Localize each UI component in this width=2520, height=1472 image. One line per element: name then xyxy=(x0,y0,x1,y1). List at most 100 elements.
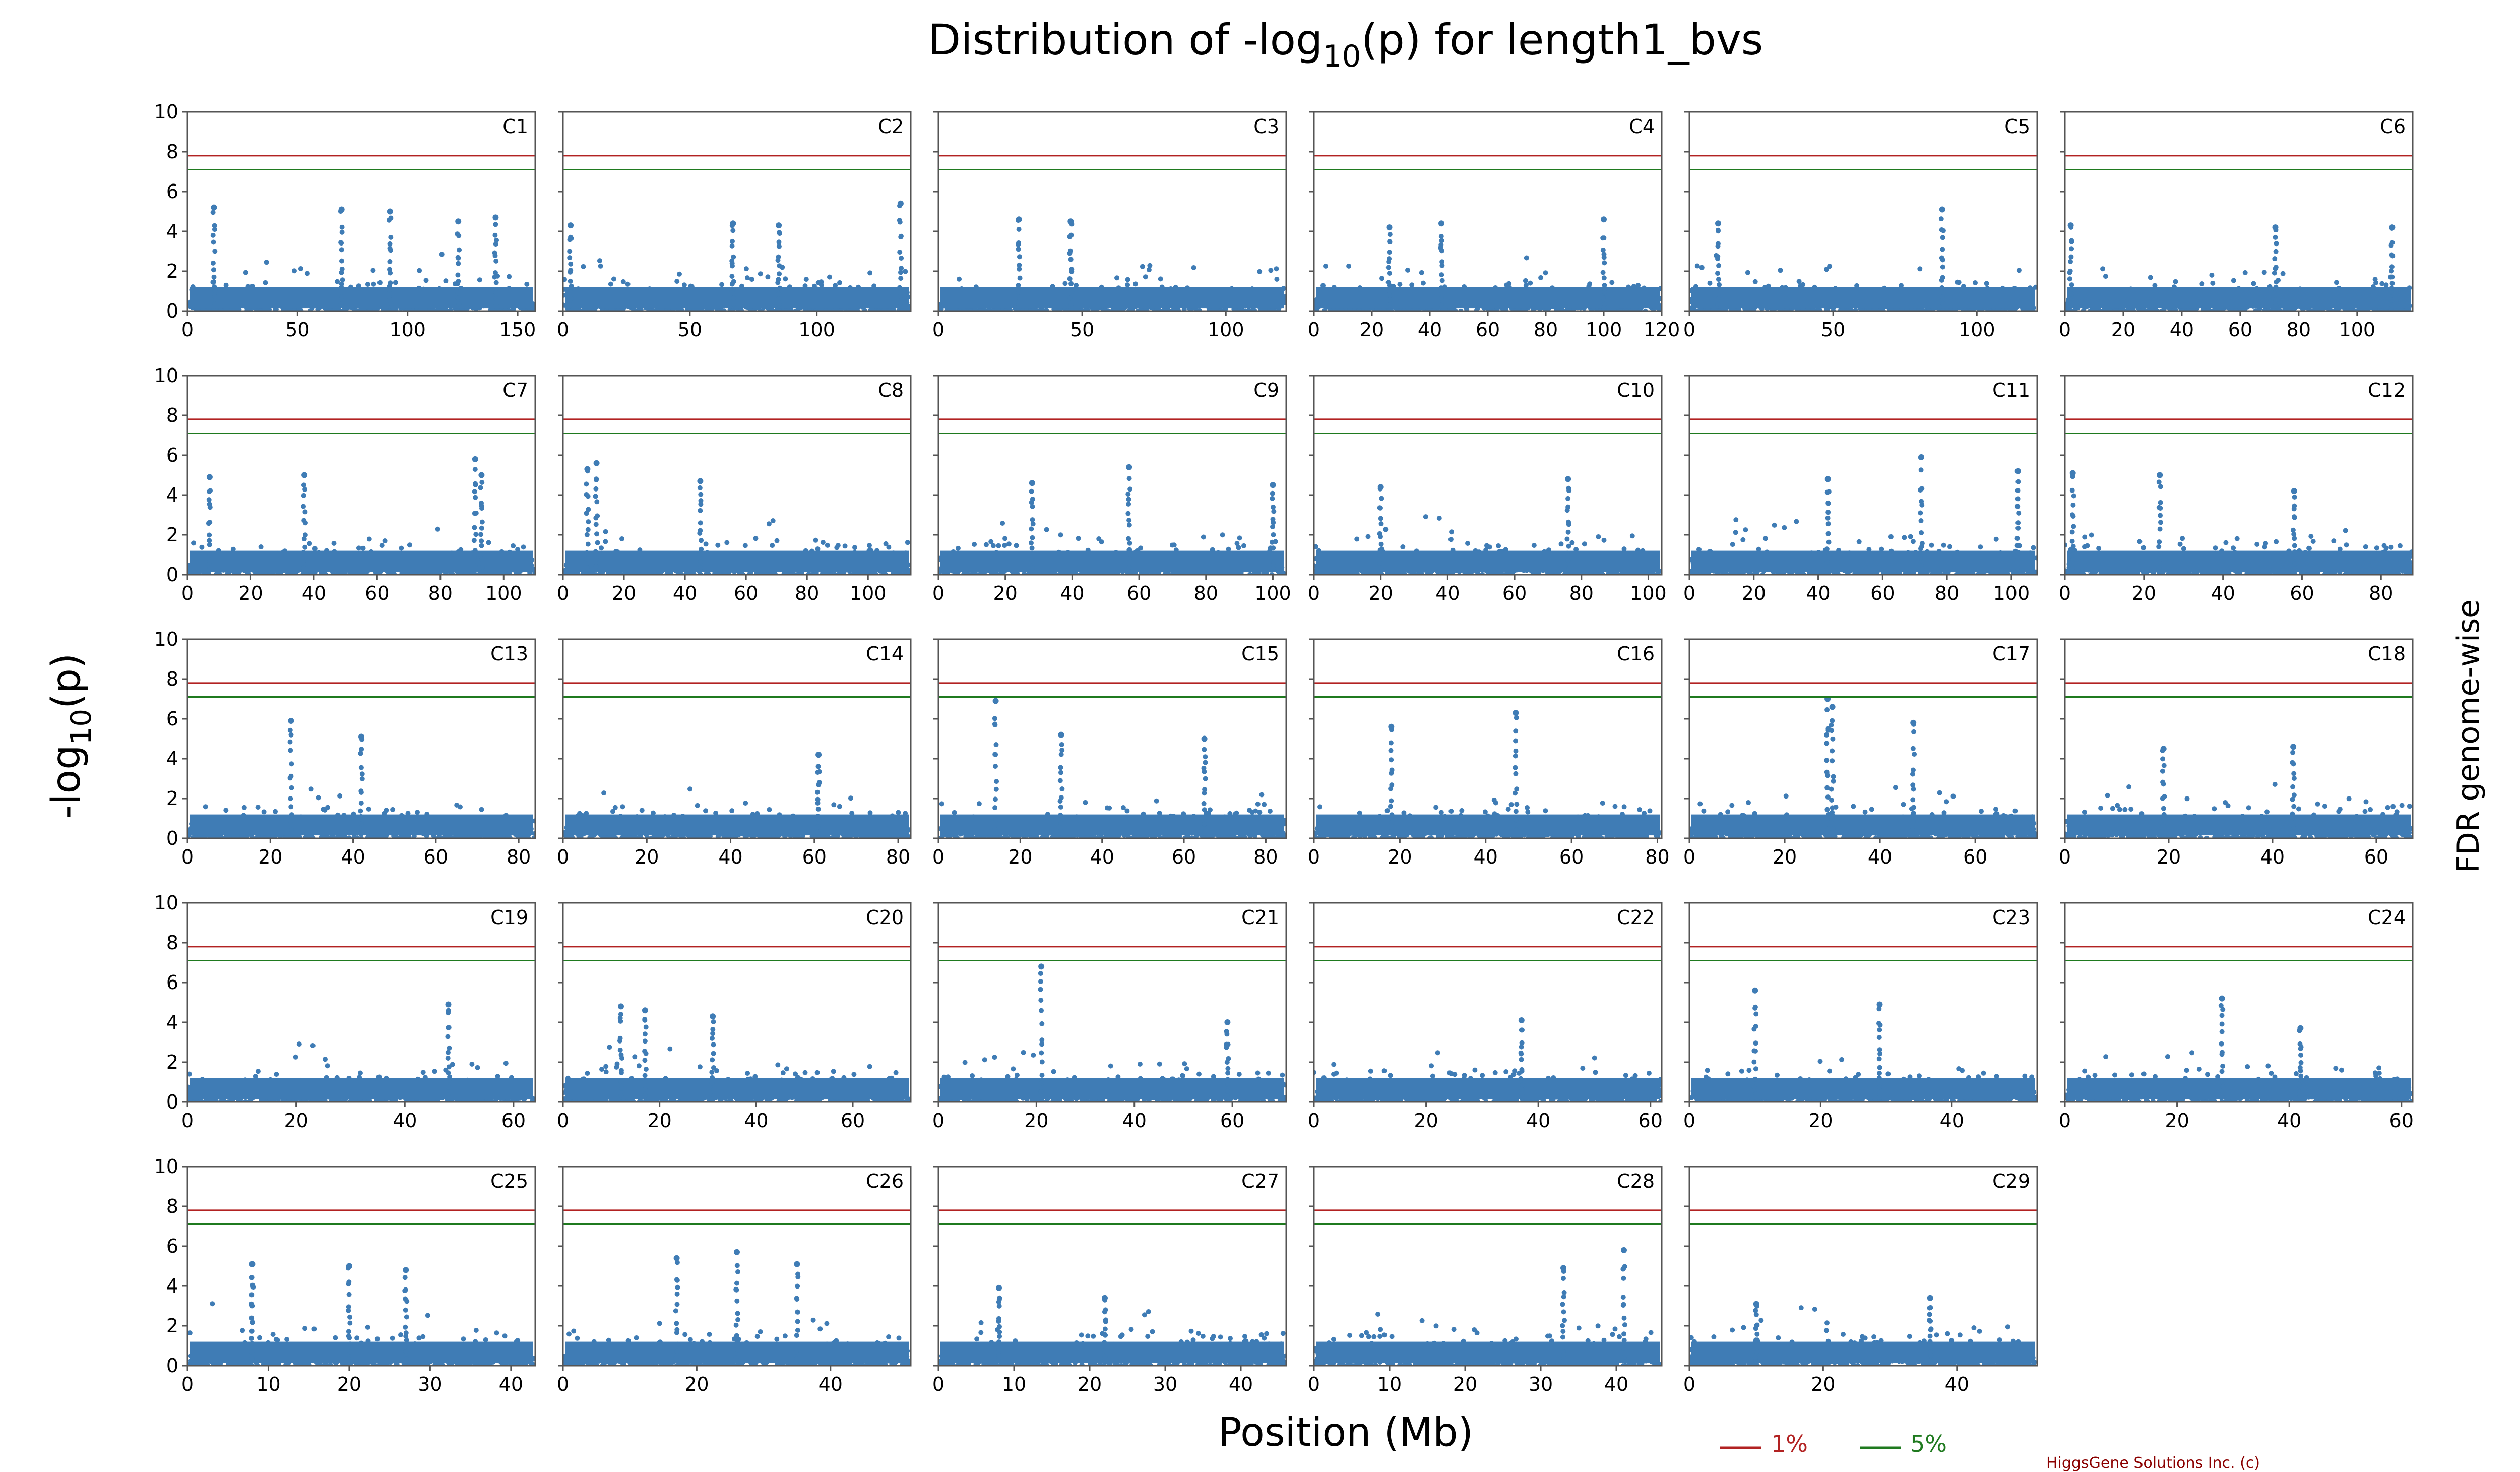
peak-point xyxy=(586,507,591,512)
x-tick-label: 0 xyxy=(181,319,194,341)
y-tick-label: 2 xyxy=(166,260,178,282)
peak-point xyxy=(387,259,392,264)
x-tick-label: 80 xyxy=(2287,319,2311,341)
data-point xyxy=(365,282,370,287)
peak-point xyxy=(776,291,781,296)
peak-point xyxy=(301,565,306,570)
data-point xyxy=(598,264,603,269)
peak-point xyxy=(494,238,499,243)
data-point xyxy=(1125,282,1130,287)
data-point xyxy=(2199,281,2204,286)
x-tick-label: 60 xyxy=(365,582,389,604)
x-tick-label: 20 xyxy=(1360,319,1384,341)
peak-point xyxy=(1601,295,1606,300)
data-point xyxy=(621,279,626,284)
dense-point-band xyxy=(1316,287,1660,308)
panel-c5: C50 50 100 xyxy=(1683,112,2038,341)
data-point xyxy=(724,540,729,545)
peak-point xyxy=(698,485,703,490)
peak-point xyxy=(455,273,460,278)
peak-top-point xyxy=(207,474,213,480)
peak-point xyxy=(898,220,903,225)
peak-point xyxy=(1387,271,1392,276)
peak-point xyxy=(898,301,903,306)
peak-point xyxy=(775,280,780,285)
peak-top-point xyxy=(1715,220,1721,226)
data-point xyxy=(1409,282,1414,287)
data-point xyxy=(2173,279,2178,284)
data-point xyxy=(749,277,754,282)
peak-point xyxy=(1602,252,1607,257)
data-point xyxy=(486,540,491,545)
data-point xyxy=(603,539,608,544)
peak-point xyxy=(699,547,704,552)
panel-label: C7 xyxy=(502,379,528,401)
data-point xyxy=(581,264,586,269)
peak-point xyxy=(480,520,485,525)
data-point xyxy=(1917,266,1922,271)
points-c6 xyxy=(2062,222,2412,314)
data-point xyxy=(843,543,848,548)
peak-point xyxy=(387,294,392,299)
panel-label: C5 xyxy=(2004,115,2030,138)
peak-point xyxy=(2069,282,2074,287)
panel-frame xyxy=(1314,112,1662,311)
data-point xyxy=(991,543,996,548)
peak-point xyxy=(1017,263,1022,268)
data-point xyxy=(1125,277,1130,282)
peak-point xyxy=(584,556,589,561)
peak-point xyxy=(1067,295,1073,300)
peak-point xyxy=(1068,281,1074,286)
peak-point xyxy=(2068,259,2073,264)
peak-point xyxy=(2274,249,2279,254)
peak-point xyxy=(207,497,212,502)
legend: 1% 5% xyxy=(1720,1430,1947,1457)
peak-point xyxy=(388,241,393,247)
data-point xyxy=(1379,276,1384,281)
peak-point xyxy=(731,302,736,307)
data-point xyxy=(1419,270,1424,275)
peak-point xyxy=(1715,271,1720,276)
peak-point xyxy=(473,564,478,569)
x-tick-label: 0 xyxy=(2059,319,2071,341)
peak-point xyxy=(699,538,704,543)
data-point xyxy=(264,260,269,265)
peak-point xyxy=(493,290,498,295)
peak-point xyxy=(2069,246,2074,251)
peak-point xyxy=(2274,285,2279,290)
dense-point-band xyxy=(565,551,909,572)
data-point xyxy=(199,545,204,550)
data-point xyxy=(1000,521,1005,526)
peak-point xyxy=(698,508,703,513)
y-tick-label: 10 xyxy=(154,364,178,387)
data-point xyxy=(1973,280,1978,285)
data-point xyxy=(1323,264,1328,269)
peak-point xyxy=(1715,254,1720,259)
peak-point xyxy=(472,555,477,560)
data-point xyxy=(367,537,372,542)
peak-point xyxy=(301,518,306,523)
peak-point xyxy=(388,216,393,221)
data-point xyxy=(2262,270,2267,275)
data-point xyxy=(1516,308,1521,313)
y-tick-label: 4 xyxy=(166,484,178,506)
peak-top-point xyxy=(211,205,217,211)
peak-point xyxy=(479,480,484,485)
peak-point xyxy=(493,259,498,264)
data-point xyxy=(765,274,770,279)
peak-point xyxy=(2068,302,2073,308)
peak-top-point xyxy=(339,207,345,213)
data-point xyxy=(1538,275,1543,280)
peak-point xyxy=(340,230,345,235)
x-tick-label: 40 xyxy=(2170,319,2194,341)
panel-label: C4 xyxy=(1629,115,1655,138)
data-point xyxy=(1524,283,1529,288)
peak-point xyxy=(1016,240,1021,246)
peak-point xyxy=(777,263,782,268)
data-point xyxy=(996,543,1001,548)
x-tick-label: 20 xyxy=(238,582,263,604)
peak-point xyxy=(212,288,217,293)
peak-point xyxy=(302,509,307,514)
x-tick-label: 0 xyxy=(1683,319,1695,341)
peak-point xyxy=(339,247,344,252)
